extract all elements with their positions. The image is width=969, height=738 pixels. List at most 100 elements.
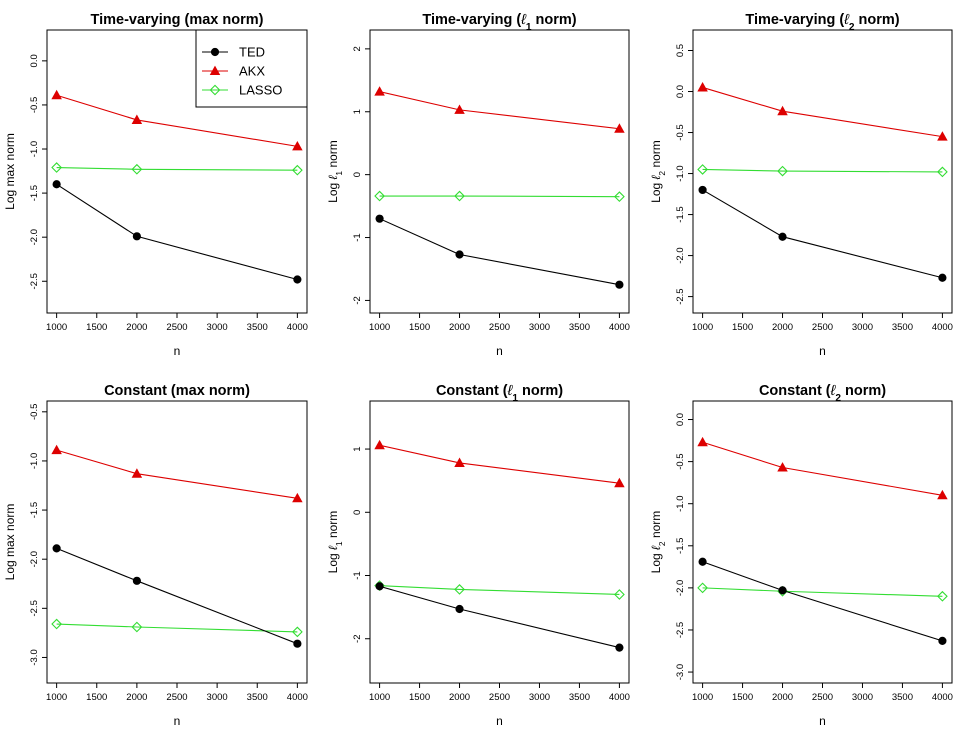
- x-tick-label: 1000: [46, 322, 67, 333]
- y-tick-label: -1: [352, 571, 363, 579]
- y-tick-label: -0.5: [29, 404, 40, 420]
- panel-title-part: Time-varying (: [745, 12, 844, 28]
- series-line-ted: [379, 218, 620, 286]
- y-tick-label: -1.5: [675, 206, 686, 222]
- series-line-akx: [56, 449, 298, 499]
- panel-title: Time-varying (max norm): [91, 12, 264, 28]
- panel-title-part: Time-varying (: [422, 12, 521, 28]
- x-tick-label: 3500: [569, 322, 590, 333]
- x-tick-label: 1000: [369, 322, 390, 333]
- data-point-ted: [375, 582, 384, 591]
- y-tick-label: -2: [352, 635, 363, 643]
- y-axis-label: Log ℓ1 norm: [326, 511, 344, 574]
- x-tick-label: 2500: [489, 692, 510, 703]
- panel-title-ell: ℓ: [507, 383, 513, 399]
- x-tick-label: 1500: [732, 692, 753, 703]
- x-tick-label: 4000: [609, 322, 630, 333]
- plot-frame: [369, 29, 630, 314]
- panel-title-part: norm): [841, 383, 886, 399]
- data-point-ted: [698, 185, 707, 195]
- series-line-lasso: [56, 623, 298, 633]
- panel-title-part: Constant (: [759, 383, 831, 399]
- y-tick-label: 0.0: [29, 54, 40, 67]
- data-point-ted: [52, 544, 61, 553]
- data-point-akx: [374, 439, 385, 450]
- y-tick-label: -2.5: [29, 600, 40, 616]
- data-point-lasso: [697, 582, 708, 594]
- data-point-lasso: [131, 163, 143, 175]
- data-point-lasso: [454, 190, 465, 202]
- data-point-lasso: [937, 166, 948, 178]
- y-tick-label: -1.0: [675, 165, 686, 181]
- panel-title-subscript: 1: [526, 22, 532, 33]
- data-point-akx: [614, 477, 625, 488]
- series-line-ted: [702, 561, 943, 642]
- panel-2: 1000 1500 2000 2500 3000 3500 4000 -2 -1 0 1 2 Time-…: [326, 12, 630, 358]
- x-tick-label: 2000: [126, 692, 147, 703]
- y-axis-label-subscript: 1: [334, 171, 344, 176]
- series-line-lasso: [379, 585, 620, 596]
- data-point-akx: [51, 89, 62, 100]
- data-point-ted: [132, 232, 141, 241]
- series-line-ted: [56, 547, 298, 645]
- y-tick-label: -1.5: [675, 538, 686, 554]
- legend-marker: [209, 84, 221, 96]
- x-tick-label: 1000: [46, 692, 67, 703]
- panel-title-subscript: 1: [512, 393, 518, 404]
- x-axis-label: n: [496, 344, 503, 358]
- panel-1: 1000 1500 2000 2500 3000 3500 4000 -2.5 -2.0 -1.5…: [3, 12, 308, 358]
- x-tick-label: 2000: [772, 692, 793, 703]
- data-point-ted: [615, 280, 624, 289]
- data-point-akx: [454, 104, 465, 114]
- data-point-akx: [292, 492, 303, 503]
- x-tick-label: 1500: [409, 322, 430, 333]
- data-point-ted: [778, 232, 787, 241]
- data-point-akx: [777, 105, 788, 116]
- x-tick-label: 2500: [812, 692, 833, 703]
- plot-frame: [692, 400, 953, 684]
- y-tick-label: -2.5: [675, 622, 686, 638]
- x-tick-label: 3500: [892, 692, 913, 703]
- y-axis-label-part: Log: [649, 179, 663, 202]
- y-axis-label: Log max norm: [3, 133, 17, 210]
- data-point-akx: [697, 436, 708, 447]
- panel-title: Time-varying (ℓ2 norm): [745, 12, 899, 33]
- x-tick-label: 1500: [86, 322, 107, 333]
- x-tick-label: 1500: [409, 692, 430, 703]
- y-tick-label: -1: [352, 233, 363, 241]
- series-line-lasso: [702, 587, 943, 597]
- panel-title-ell: ℓ: [843, 12, 849, 28]
- x-tick-label: 3500: [892, 322, 913, 333]
- legend-marker: [210, 47, 220, 57]
- panel-title-subscript: 2: [835, 393, 841, 404]
- data-point-lasso: [131, 621, 143, 633]
- y-tick-label: 1: [352, 109, 363, 114]
- y-tick-label: -0.5: [675, 124, 686, 140]
- y-tick-label: 0.0: [675, 413, 686, 426]
- x-tick-label: 1500: [732, 322, 753, 333]
- y-axis-label-part: norm: [649, 511, 663, 542]
- legend-marker: [209, 65, 221, 76]
- x-tick-label: 3500: [247, 322, 268, 333]
- y-axis-label-subscript: 2: [657, 171, 667, 176]
- data-point-ted: [455, 250, 464, 259]
- y-axis-label-subscript: 1: [334, 541, 344, 546]
- y-axis-label-ell: ℓ: [649, 174, 663, 179]
- x-tick-label: 3000: [207, 322, 228, 333]
- x-axis-label: n: [819, 344, 826, 358]
- data-point-akx: [777, 462, 788, 472]
- panel-3: 1000 1500 2000 2500 3000 3500 4000 -2.5 -2.0 -1.5…: [649, 12, 953, 358]
- y-axis-label-part: norm: [326, 140, 340, 171]
- data-point-lasso: [51, 618, 63, 630]
- x-tick-label: 1000: [369, 692, 390, 703]
- y-axis-label-ell: ℓ: [649, 545, 663, 550]
- y-tick-label: -1.0: [29, 141, 40, 157]
- panel-title-subscript: 2: [849, 22, 855, 33]
- y-tick-label: -3.0: [675, 664, 686, 680]
- y-tick-label: -2.5: [675, 288, 686, 304]
- series-line-akx: [379, 91, 620, 130]
- x-tick-label: 3000: [852, 692, 873, 703]
- series-line-lasso: [56, 166, 298, 171]
- data-point-ted: [375, 214, 384, 223]
